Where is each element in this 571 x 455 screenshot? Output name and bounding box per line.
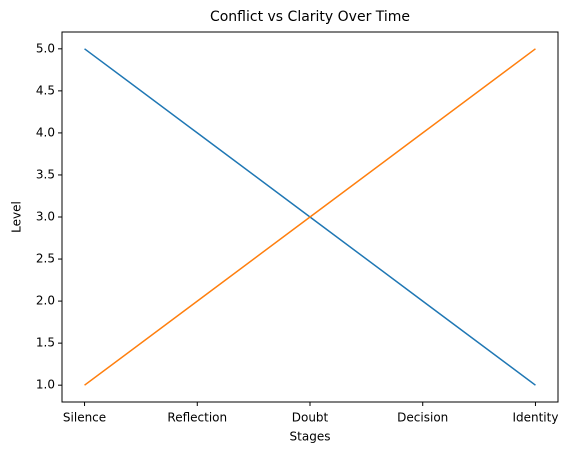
y-tick-label: 5.0 <box>36 41 55 55</box>
x-tick-label: Decision <box>397 411 448 425</box>
y-tick-label: 2.5 <box>36 252 55 266</box>
y-axis-label: Level <box>10 201 24 233</box>
line-series <box>84 48 536 386</box>
y-tick-label: 2.0 <box>36 294 55 308</box>
y-tick-label: 4.0 <box>36 125 55 139</box>
x-tick-label: Silence <box>63 411 106 425</box>
y-tick-label: 1.5 <box>36 336 55 350</box>
x-tick-label: Doubt <box>292 411 329 425</box>
y-tick-label: 3.5 <box>36 167 55 181</box>
y-tick-label: 4.5 <box>36 83 55 97</box>
chart-title: Conflict vs Clarity Over Time <box>210 9 410 25</box>
x-tick-label: Identity <box>512 411 558 425</box>
x-axis-label: Stages <box>290 430 331 444</box>
x-tick-label: Reflection <box>167 411 227 425</box>
y-tick-label: 1.0 <box>36 378 55 392</box>
y-tick-label: 3.0 <box>36 210 55 224</box>
